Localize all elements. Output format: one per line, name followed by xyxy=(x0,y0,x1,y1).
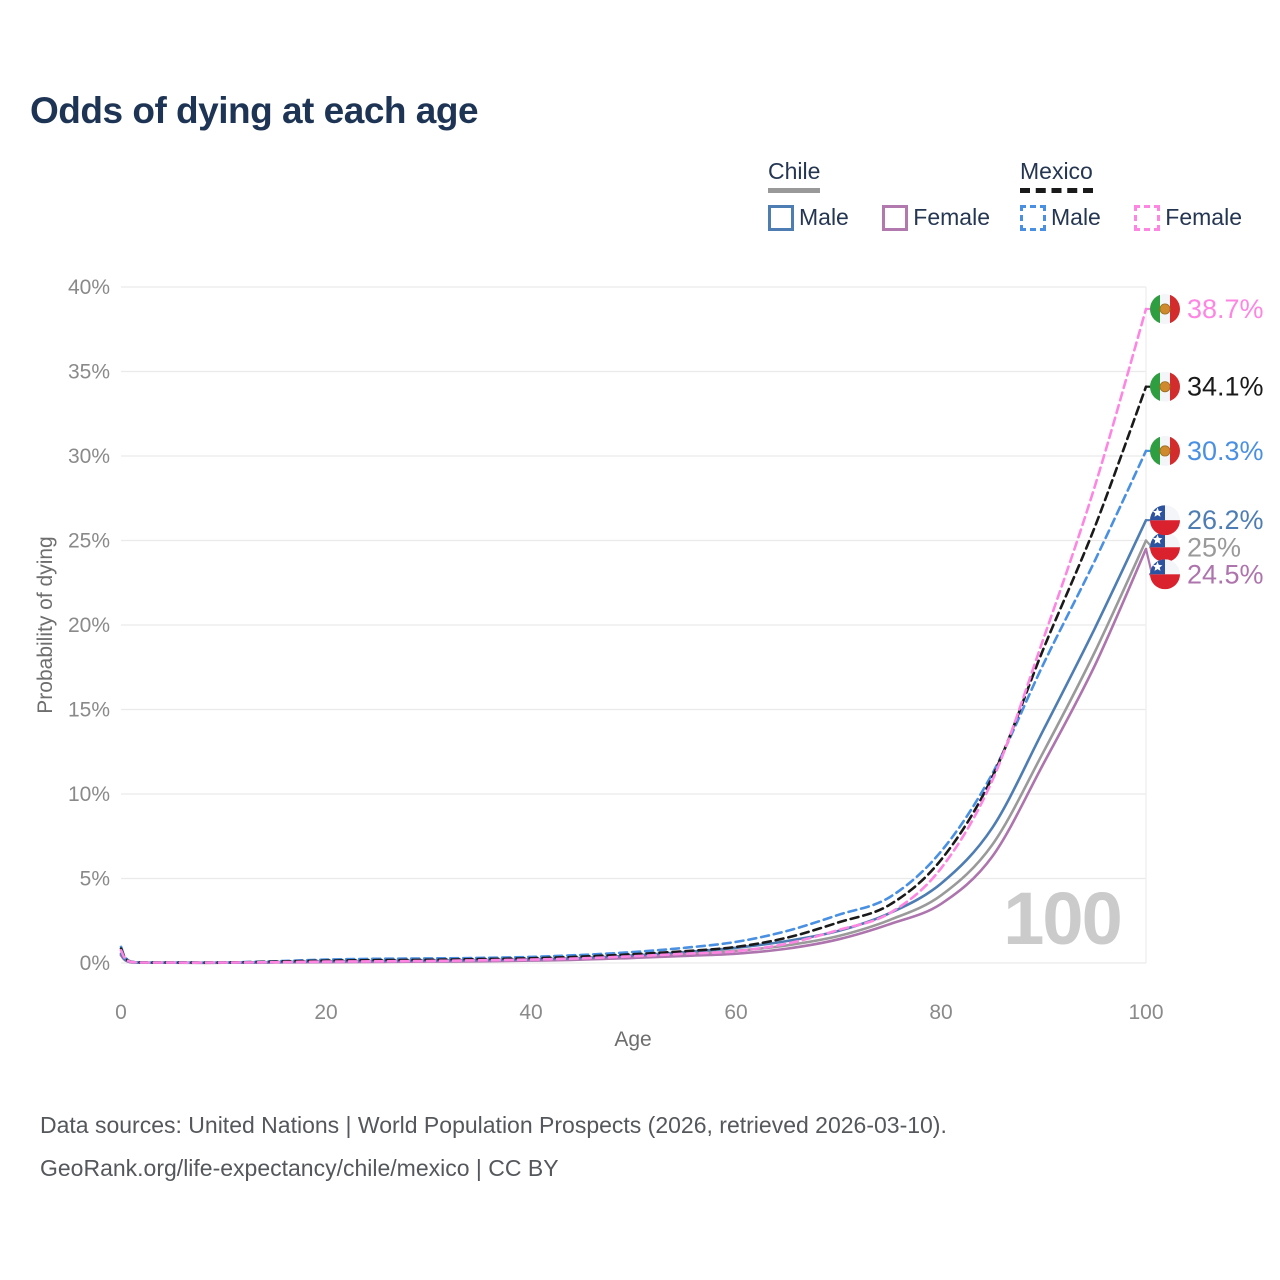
footer: Data sources: United Nations | World Pop… xyxy=(40,1104,947,1190)
age-watermark: 100 xyxy=(1003,877,1120,960)
y-tick-label: 20% xyxy=(68,614,110,637)
x-tick-label: 80 xyxy=(929,1001,952,1024)
legend-label-chile-female: Female xyxy=(913,204,990,230)
mexico-flag-icon xyxy=(1150,371,1180,402)
y-tick-label: 30% xyxy=(68,445,110,468)
legend-swatch-chile-female xyxy=(882,204,909,231)
y-tick-label: 5% xyxy=(80,868,110,891)
chile-flag-icon xyxy=(1150,532,1180,563)
x-tick-label: 60 xyxy=(724,1001,747,1024)
end-value-label-chile-total: 25% xyxy=(1187,532,1241,562)
series-line-chile-male[interactable] xyxy=(119,518,1148,965)
legend-label-chile-male: Male xyxy=(799,204,849,230)
series-line-chile-total[interactable] xyxy=(119,539,1148,965)
chile-flag-icon xyxy=(1150,505,1180,536)
end-value-label-chile-male: 26.2% xyxy=(1187,505,1264,535)
page-title: Odds of dying at each age xyxy=(30,90,479,131)
y-tick-label: 10% xyxy=(68,783,110,806)
x-tick-label: 100 xyxy=(1128,1001,1163,1024)
series-line-chile-female[interactable] xyxy=(119,547,1148,965)
legend-item-chile-male[interactable]: Male xyxy=(768,204,849,231)
legend-label-mexico-female: Female xyxy=(1165,204,1242,230)
legend-item-mexico-male[interactable]: Male xyxy=(1020,204,1101,231)
y-tick-label: 40% xyxy=(68,276,110,299)
mexico-flag-icon xyxy=(1150,293,1180,324)
x-tick-label: 20 xyxy=(314,1001,337,1024)
legend-swatch-mexico-male xyxy=(1020,204,1046,231)
y-tick-label: 35% xyxy=(68,361,110,384)
y-tick-label: 15% xyxy=(68,699,110,722)
legend-group-mexico-title[interactable]: Mexico xyxy=(1020,158,1093,193)
end-value-label-chile-female: 24.5% xyxy=(1187,559,1264,589)
footer-data-sources: Data sources: United Nations | World Pop… xyxy=(40,1112,947,1138)
legend-swatch-mexico-female xyxy=(1134,204,1161,231)
legend-swatch-chile-male xyxy=(768,204,794,231)
mexico-flag-icon xyxy=(1150,435,1180,466)
footer-attribution: GeoRank.org/life-expectancy/chile/mexico… xyxy=(40,1155,559,1181)
x-tick-label: 0 xyxy=(115,1001,127,1024)
legend-group-mexico: Mexico Male Female xyxy=(1020,158,1242,231)
series-line-mexico-total[interactable] xyxy=(119,385,1148,964)
series-line-mexico-male[interactable] xyxy=(119,449,1148,964)
legend: Chile Male Female Mexico Male xyxy=(0,158,1280,248)
x-tick-label: 40 xyxy=(519,1001,542,1024)
end-value-label-mexico-female: 38.7% xyxy=(1187,294,1264,324)
y-tick-label: 0% xyxy=(80,952,110,975)
x-axis-title: Age xyxy=(614,1028,652,1051)
end-value-label-mexico-male: 30.3% xyxy=(1187,436,1264,466)
chile-flag-icon xyxy=(1150,559,1180,590)
legend-item-mexico-female[interactable]: Female xyxy=(1134,204,1242,231)
legend-group-chile-title[interactable]: Chile xyxy=(768,158,821,193)
legend-item-chile-female[interactable]: Female xyxy=(882,204,990,231)
legend-label-mexico-male: Male xyxy=(1051,204,1101,230)
end-value-label-mexico-total: 34.1% xyxy=(1187,372,1264,402)
series-line-mexico-female[interactable] xyxy=(119,307,1148,964)
legend-group-chile: Chile Male Female xyxy=(768,158,990,231)
y-tick-label: 25% xyxy=(68,530,110,553)
